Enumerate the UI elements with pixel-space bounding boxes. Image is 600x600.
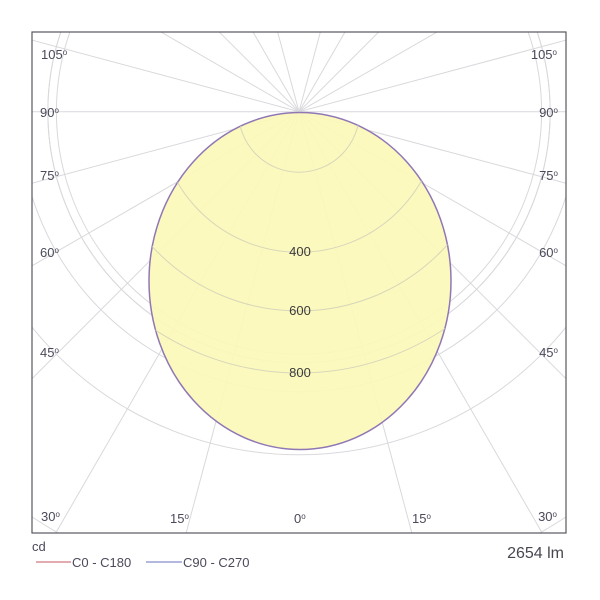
svg-text:600: 600 [289,303,311,318]
svg-text:15o: 15o [170,511,189,526]
svg-text:30o: 30o [41,509,60,524]
svg-text:15o: 15o [412,511,431,526]
svg-text:105o: 105o [41,47,68,62]
svg-text:75o: 75o [40,168,59,183]
svg-text:90o: 90o [539,105,558,120]
svg-text:2654 lm: 2654 lm [507,545,564,562]
svg-text:C90 - C270: C90 - C270 [183,555,249,570]
svg-text:30o: 30o [538,509,557,524]
svg-text:45o: 45o [539,345,558,360]
svg-text:400: 400 [289,244,311,259]
svg-text:cd: cd [32,539,46,554]
svg-text:60o: 60o [40,245,59,260]
svg-text:800: 800 [289,365,311,380]
svg-text:C0 - C180: C0 - C180 [72,555,131,570]
svg-text:105o: 105o [531,47,558,62]
svg-text:60o: 60o [539,245,558,260]
svg-text:45o: 45o [40,345,59,360]
svg-text:0o: 0o [294,511,306,526]
